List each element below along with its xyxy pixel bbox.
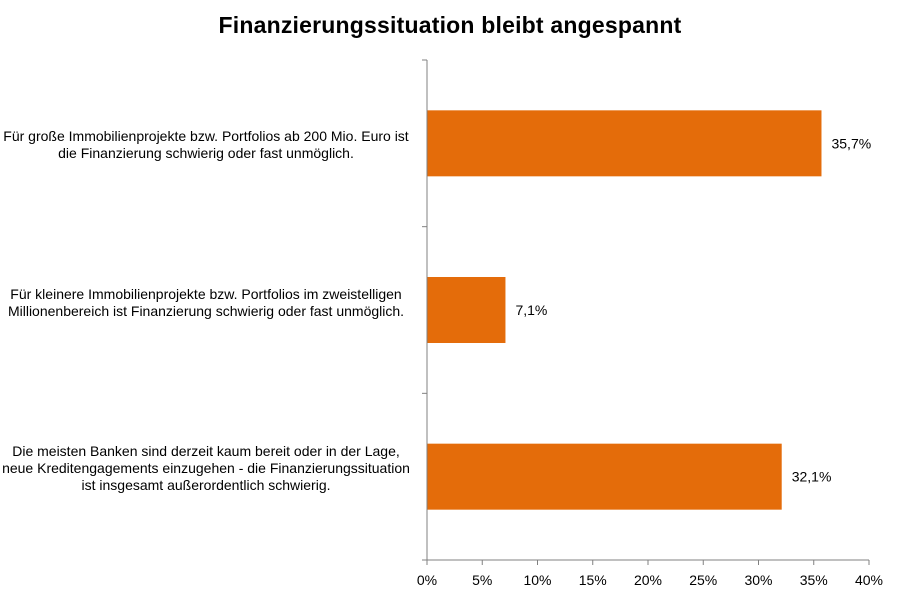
x-tick-label: 10% bbox=[523, 572, 551, 588]
x-tick-label: 0% bbox=[417, 572, 437, 588]
bar bbox=[427, 443, 782, 510]
data-label: 7,1% bbox=[515, 302, 547, 318]
x-tick-label: 15% bbox=[579, 572, 607, 588]
bar bbox=[427, 110, 822, 177]
category-label: Für kleinere Immobilienprojekte bzw. Por… bbox=[7, 286, 405, 319]
category-label: Die meisten Banken sind derzeit kaum ber… bbox=[2, 443, 410, 493]
data-label: 35,7% bbox=[831, 135, 871, 151]
bar bbox=[427, 277, 506, 343]
x-tick-label: 5% bbox=[472, 572, 492, 588]
data-label: 32,1% bbox=[792, 469, 832, 485]
x-tick-label: 20% bbox=[634, 572, 662, 588]
category-label: Für große Immobilienprojekte bzw. Portfo… bbox=[3, 128, 409, 161]
x-tick-label: 40% bbox=[855, 572, 883, 588]
x-tick-label: 35% bbox=[800, 572, 828, 588]
x-tick-label: 25% bbox=[689, 572, 717, 588]
x-tick-label: 30% bbox=[744, 572, 772, 588]
chart-title: Finanzierungssituation bleibt angespannt bbox=[218, 12, 682, 38]
